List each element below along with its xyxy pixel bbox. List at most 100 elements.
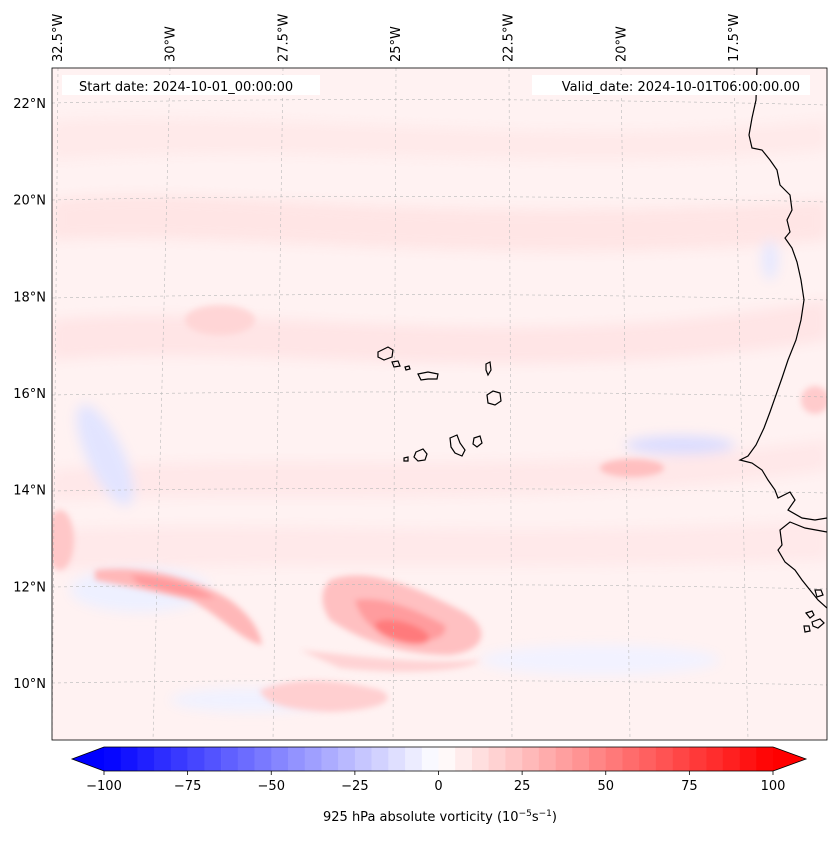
longitude-label: 20°W — [614, 26, 629, 62]
island-sao-nicolau — [417, 371, 439, 381]
colorbar-tick-label: −50 — [258, 779, 285, 794]
colorbar-swatch — [471, 747, 489, 771]
colorbar-swatch — [655, 747, 673, 771]
field-positive — [130, 575, 215, 599]
colorbar-swatch — [572, 747, 590, 771]
meridian-20w — [620, 68, 631, 740]
colorbar-swatch — [756, 747, 774, 771]
colorbar-label-text: 925 hPa absolute vorticity (10 — [323, 810, 519, 825]
colorbar-swatch — [237, 747, 255, 771]
vorticity-field — [52, 118, 827, 712]
latitude-label: 16°N — [13, 387, 46, 402]
valid-date-box — [532, 75, 810, 95]
latitude-label: 20°N — [13, 194, 46, 209]
latitude-label: 12°N — [13, 580, 46, 595]
colorbar-swatch — [555, 747, 573, 771]
latitude-labels: 10°N 12°N 14°N 16°N 18°N 20°N 22°N — [13, 97, 46, 692]
colorbar-label-end: ) — [552, 810, 557, 825]
field-band — [52, 195, 827, 252]
colorbar-swatch — [104, 747, 122, 771]
field-positive — [95, 568, 262, 645]
field-positive — [185, 305, 255, 335]
meridian-27-5w — [272, 68, 284, 740]
colorbar-swatch — [170, 747, 188, 771]
field-band — [52, 520, 827, 570]
colorbar-swatch — [538, 747, 556, 771]
field-band — [52, 300, 827, 364]
colorbar-tick-label: −75 — [174, 779, 201, 794]
meridian-17-5w — [733, 68, 749, 740]
colorbar-swatch — [354, 747, 372, 771]
colorbar-swatch — [589, 747, 607, 771]
colorbar-label-exponent: −1 — [539, 809, 552, 819]
colorbar-swatch — [421, 747, 439, 771]
field-negative — [762, 240, 778, 280]
colorbar-swatch — [254, 747, 272, 771]
parallel-10n — [52, 680, 827, 686]
colorbar-extend-low — [72, 747, 104, 771]
colorbar-swatch — [522, 747, 540, 771]
colorbar: −100 −75 −50 −25 0 25 50 75 100 925 hPa absolute… — [70, 746, 808, 825]
start-date-label: Start date: 2024-10-01_00:00:00 — [79, 80, 293, 95]
colorbar-swatch — [639, 747, 657, 771]
longitude-label: 30°W — [164, 26, 179, 62]
gridlines — [52, 68, 827, 740]
island-santo-antao — [377, 346, 394, 361]
meridian-30w — [152, 68, 171, 740]
parallel-20n — [52, 196, 827, 203]
colorbar-swatch — [672, 747, 690, 771]
meridian-25w — [392, 68, 397, 740]
colorbar-swatch — [204, 747, 222, 771]
colorbar-tick-label: −25 — [341, 779, 368, 794]
colorbar-label-unit: s — [532, 810, 539, 825]
colorbar-swatch — [271, 747, 289, 771]
colorbar-swatch — [304, 747, 322, 771]
colorbar-swatches — [104, 747, 774, 771]
colorbar-swatch — [488, 747, 506, 771]
colorbar-swatch — [722, 747, 740, 771]
longitude-label: 32.5°W — [51, 14, 66, 62]
colorbar-tick-label: −100 — [86, 779, 122, 794]
island-maio — [472, 435, 483, 448]
coastlines — [377, 68, 827, 633]
colorbar-swatch — [505, 747, 523, 771]
field-negative — [480, 645, 720, 675]
colorbar-swatch — [739, 747, 757, 771]
africa-coastline-south — [777, 521, 827, 609]
colorbar-label: 925 hPa absolute vorticity (10−5s−1) — [323, 809, 557, 825]
colorbar-swatch — [605, 747, 623, 771]
colorbar-tick-label: 50 — [597, 779, 614, 794]
parallel-16n — [52, 391, 827, 398]
parallel-14n — [52, 488, 827, 494]
colorbar-swatch — [137, 747, 155, 771]
island-sao-vicente — [391, 360, 401, 368]
meridian-22-5w — [508, 68, 513, 740]
colorbar-tick-label: 0 — [434, 779, 442, 794]
field-positive — [801, 386, 827, 414]
africa-coastline — [738, 68, 827, 521]
colorbar-swatch — [438, 747, 456, 771]
colorbar-swatch — [689, 747, 707, 771]
latitude-label: 18°N — [13, 290, 46, 305]
colorbar-swatch — [321, 747, 339, 771]
parallel-22n — [52, 99, 827, 106]
field-positive — [260, 680, 388, 712]
colorbar-swatch — [287, 747, 305, 771]
parallel-12n — [52, 584, 827, 590]
colorbar-swatch — [388, 747, 406, 771]
colorbar-swatch — [187, 747, 205, 771]
colorbar-swatch — [338, 747, 356, 771]
colorbar-swatch — [371, 747, 389, 771]
island-sal — [485, 361, 492, 377]
map-frame — [51, 67, 828, 741]
longitude-labels: 32.5°W 30°W 27.5°W 25°W 22.5°W 20°W 17.5°W — [51, 14, 742, 62]
colorbar-swatch — [622, 747, 640, 771]
colorbar-tick-label: 75 — [681, 779, 698, 794]
field-positive — [300, 650, 480, 672]
latitude-label: 10°N — [13, 677, 46, 692]
field-positive — [600, 459, 664, 477]
colorbar-swatch — [154, 747, 172, 771]
field-band — [52, 118, 827, 160]
map-panel: Start date: 2024-10-01_00:00:00 Valid_da… — [52, 68, 827, 740]
